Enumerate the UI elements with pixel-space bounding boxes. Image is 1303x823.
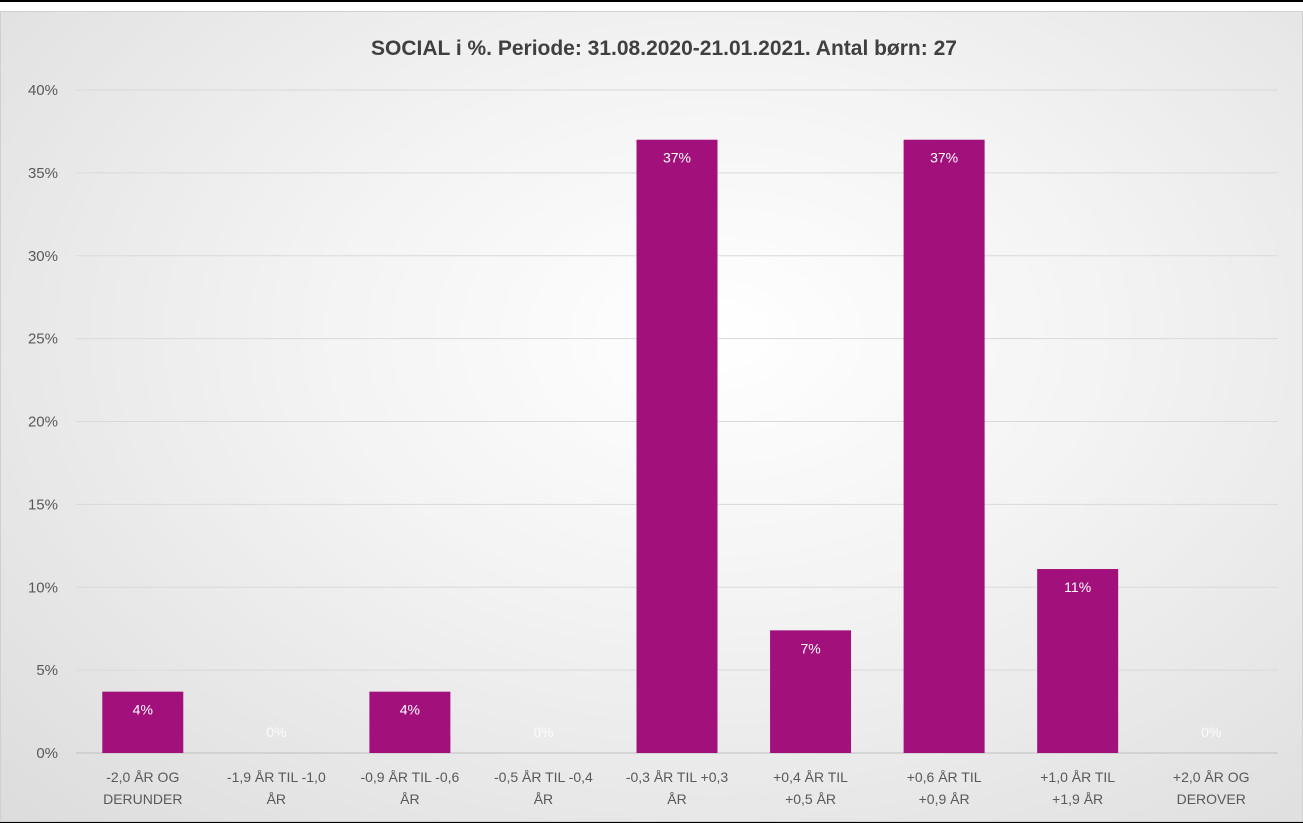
data-label: 0%: [533, 724, 553, 740]
y-tick-label: 25%: [28, 331, 58, 348]
bar: [903, 139, 985, 754]
bar: [102, 691, 184, 753]
y-tick-label: 15%: [28, 496, 58, 513]
data-label: 4%: [133, 702, 153, 718]
x-category-label: ÅR: [267, 791, 286, 807]
y-tick-label: 5%: [36, 662, 58, 679]
x-category-label: +0,5 ÅR: [785, 791, 836, 807]
y-tick-label: 35%: [28, 165, 58, 182]
x-category-label: ÅR: [534, 791, 553, 807]
x-category-label: +0,6 ÅR TIL: [907, 769, 982, 785]
x-category-label: +1,9 ÅR: [1052, 791, 1103, 807]
bar: [1037, 569, 1119, 753]
data-label: 4%: [400, 702, 420, 718]
x-category-label: -0,5 ÅR TIL -0,4: [494, 769, 593, 785]
x-category-label: +2,0 ÅR OG: [1173, 769, 1250, 785]
bar: [369, 691, 451, 753]
x-category-label: DERUNDER: [103, 791, 182, 807]
bar: [636, 139, 718, 754]
x-category-label: -1,9 ÅR TIL -1,0: [227, 769, 326, 785]
y-tick-label: 40%: [28, 82, 58, 99]
x-category-label: -0,9 ÅR TIL -0,6: [360, 769, 459, 785]
x-category-label: -2,0 ÅR OG: [106, 769, 179, 785]
x-axis-categories: -2,0 ÅR OG DERUNDER -1,9 ÅR TIL -1,0 ÅR -0,9…: [103, 769, 1249, 807]
y-tick-label: 20%: [28, 414, 58, 431]
data-label: 0%: [1201, 724, 1221, 740]
data-label: 11%: [1064, 579, 1091, 595]
y-tick-label: 10%: [28, 579, 58, 596]
x-category-label: +0,9 ÅR: [919, 791, 970, 807]
data-label: 37%: [930, 150, 958, 166]
x-category-label: -0,3 ÅR TIL +0,3: [626, 769, 729, 785]
chart-title: SOCIAL i %. Periode: 31.08.2020-21.01.20…: [371, 37, 957, 60]
x-category-label: ÅR: [400, 791, 419, 807]
y-tick-label: 30%: [28, 248, 58, 265]
x-category-label: ÅR: [667, 791, 686, 807]
data-label: 7%: [800, 640, 820, 656]
bar: [770, 630, 852, 753]
data-label: 37%: [663, 150, 691, 166]
y-tick-label: 0%: [36, 745, 58, 762]
bars: [102, 139, 1119, 754]
x-category-label: DEROVER: [1177, 791, 1246, 807]
x-category-label: +1,0 ÅR TIL: [1040, 769, 1115, 785]
data-label: 0%: [266, 724, 286, 740]
data-labels: 4% 0% 4% 0% 37% 7% 37% 11% 0%: [133, 150, 1222, 740]
y-axis-ticks: 0% 5% 10% 15% 20% 25% 30% 35% 40%: [28, 82, 58, 762]
x-category-label: +0,4 ÅR TIL: [773, 769, 848, 785]
